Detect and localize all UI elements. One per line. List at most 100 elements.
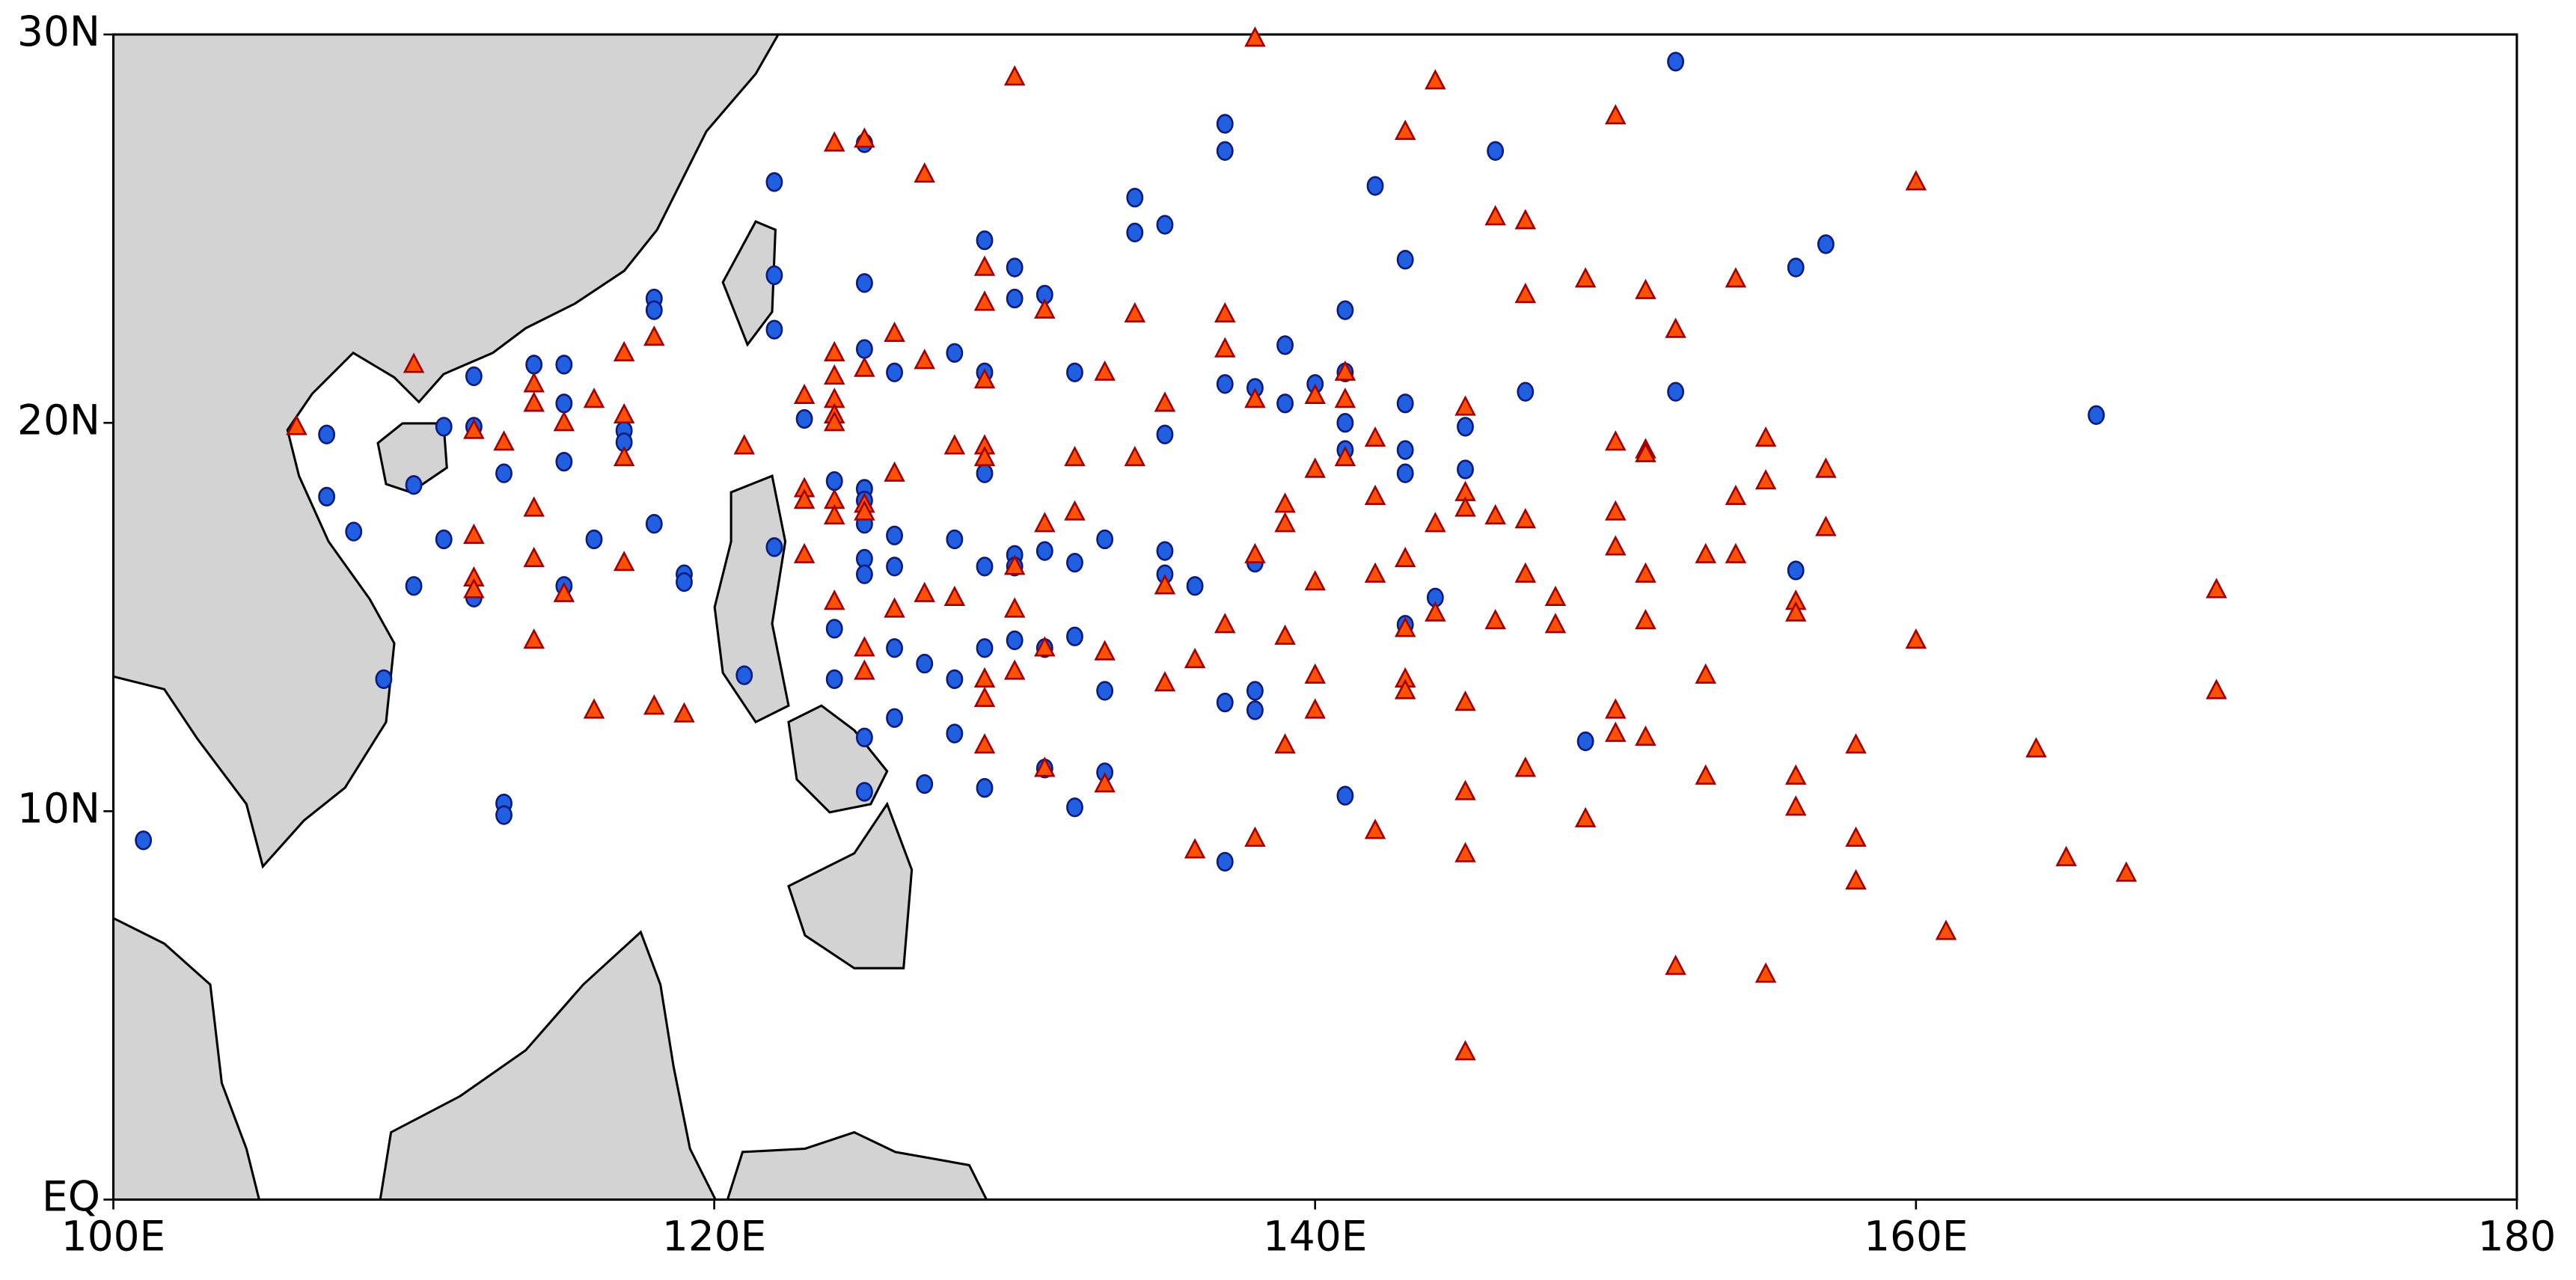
circle-point: [1336, 413, 1354, 433]
triangle-point: [823, 340, 845, 361]
circle-point: [855, 564, 873, 584]
circle-point: [1396, 463, 1414, 483]
circle-point: [525, 355, 543, 375]
triangle-point: [973, 445, 996, 467]
triangle-point: [1034, 512, 1056, 533]
circle-point: [1216, 114, 1234, 134]
triangle-point: [523, 546, 545, 568]
circle-point: [795, 408, 813, 429]
triangle-point: [286, 414, 308, 435]
triangle-point: [463, 418, 485, 439]
triangle-point: [1574, 806, 1597, 827]
sulawesi: [726, 1130, 988, 1200]
triangle-point: [823, 131, 845, 152]
triangle-point: [523, 372, 545, 393]
triangle-point: [884, 321, 905, 342]
triangle-point: [1124, 301, 1146, 323]
triangle-point: [1815, 515, 1837, 536]
circle-point: [976, 463, 994, 483]
triangle-point: [1364, 562, 1386, 583]
triangle-point: [1905, 628, 1927, 649]
circle-point: [465, 366, 483, 387]
triangle-point: [823, 364, 845, 385]
triangle-point: [1514, 756, 1537, 777]
triangle-point: [1695, 663, 1717, 684]
triangle-point: [1244, 826, 1266, 847]
triangle-point: [943, 585, 966, 607]
triangle-point: [1784, 601, 1807, 622]
triangle-point: [1845, 869, 1867, 889]
triangle-point: [854, 356, 875, 377]
triangle-point: [1665, 955, 1686, 976]
triangle-point: [1665, 317, 1686, 338]
triangle-point: [1514, 508, 1537, 529]
circle-point: [1396, 250, 1414, 270]
circle-point: [1126, 187, 1144, 208]
triangle-point: [914, 581, 935, 602]
circle-point: [1246, 681, 1264, 701]
triangle-point: [884, 597, 905, 618]
circle-point: [1216, 851, 1234, 872]
circle-point: [1396, 394, 1414, 414]
circle-point: [405, 576, 423, 596]
hainan: [376, 422, 448, 494]
x-tick-label: 120E: [662, 1212, 766, 1260]
malay-peninsula: [113, 916, 260, 1200]
triangle-point: [1935, 919, 1957, 940]
triangle-point: [1544, 585, 1567, 607]
triangle-point: [823, 411, 845, 432]
triangle-point: [1034, 756, 1056, 777]
circle-point: [976, 778, 994, 798]
triangle-point: [854, 127, 875, 148]
triangle-point: [1725, 267, 1747, 288]
triangle-point: [914, 162, 935, 183]
triangle-point: [583, 388, 605, 408]
triangle-point: [1394, 546, 1416, 568]
triangle-point: [1845, 733, 1867, 754]
triangle-point: [1484, 205, 1506, 226]
triangle-point: [1334, 445, 1356, 467]
triangle-point: [1484, 608, 1506, 630]
triangle-point: [1725, 542, 1747, 563]
circle-point: [435, 417, 453, 437]
circle-point: [1066, 552, 1083, 573]
triangle-point: [1003, 597, 1026, 618]
circle-point: [1126, 222, 1144, 242]
triangle-point: [643, 325, 665, 346]
circle-point: [886, 557, 903, 577]
triangle-point: [1124, 445, 1146, 467]
triangle-point: [1304, 663, 1326, 684]
triangle-point: [1364, 484, 1386, 506]
circle-point: [555, 394, 573, 414]
circle-point: [1096, 681, 1114, 701]
circle-point: [1366, 176, 1384, 196]
triangle-point: [1184, 838, 1206, 859]
triangle-point: [1815, 457, 1837, 478]
triangle-point: [1544, 613, 1567, 634]
triangle-point: [1695, 542, 1717, 563]
triangle-point: [613, 445, 635, 467]
triangle-point: [463, 523, 485, 544]
triangle-point: [1003, 659, 1026, 680]
triangle-point: [1364, 426, 1386, 447]
circle-point: [825, 471, 843, 492]
triangle-point: [1274, 733, 1296, 754]
circle-point: [1336, 786, 1354, 806]
triangle-point: [1605, 500, 1627, 521]
triangle-point: [523, 391, 545, 412]
triangle-point: [1425, 69, 1446, 90]
circle-point: [1246, 700, 1264, 720]
triangle-point: [1845, 826, 1867, 847]
triangle-point: [1214, 301, 1236, 323]
triangle-point: [1514, 209, 1537, 230]
circle-point: [1156, 541, 1174, 561]
circle-point: [435, 529, 453, 550]
triangle-point: [2025, 737, 2047, 758]
triangle-point: [1394, 616, 1416, 637]
triangle-point: [884, 461, 905, 482]
triangle-point: [1394, 119, 1416, 141]
circle-point: [1066, 362, 1083, 382]
y-tick-label: 10N: [17, 785, 100, 833]
triangle-point: [2115, 861, 2138, 882]
circle-point: [976, 557, 994, 577]
